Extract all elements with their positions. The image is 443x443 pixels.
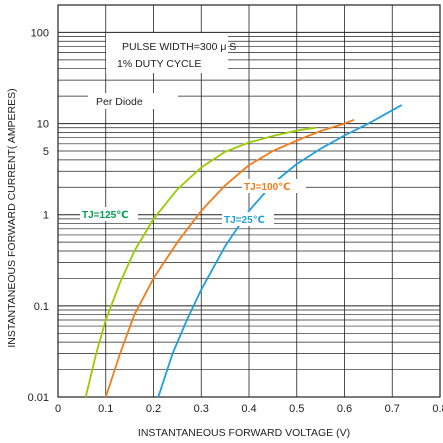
- y-tick-label: 100: [31, 27, 49, 39]
- x-tick-label: 0.2: [146, 403, 161, 415]
- x-tick-label: 0: [55, 403, 61, 415]
- y-tick-label: 1: [43, 210, 49, 222]
- y-tick-label: 10: [37, 119, 49, 131]
- y-tick-label: 0.01: [28, 392, 49, 404]
- x-tick-label: 0.5: [289, 403, 304, 415]
- series-label-tj125: TJ=125℃: [82, 210, 128, 221]
- x-axis-title: INSTANTANEOUS FORWARD VOLTAGE (V): [138, 427, 350, 439]
- label-box-tj125: [80, 207, 138, 221]
- label-box-tj100: [242, 179, 306, 193]
- series-label-tj100: TJ=100℃: [244, 182, 290, 193]
- annotation-per-diode: Per Diode: [96, 96, 143, 108]
- x-tick-label: 0.7: [385, 403, 400, 415]
- x-tick-label: 0.4: [241, 403, 256, 415]
- x-tick-label: 0.1: [98, 403, 113, 415]
- annotation-box-per-diode: [88, 93, 178, 109]
- y-axis-title: INSTANTANEOUS FORWARD CURRENT( AMPERES): [6, 88, 18, 347]
- series-curve-1: [104, 118, 355, 398]
- axis-ticks: 0 0.1 0.2 0.3 0.4 0.5 0.6 0.7 0.8 0.01 0.1 1 5 10 100: [28, 27, 443, 415]
- annotation-pulse-width: PULSE WIDTH=300 μ S: [122, 41, 236, 53]
- x-tick-label: 0.8: [432, 403, 443, 415]
- y-tick-label: 5: [43, 146, 49, 158]
- series-curve-0: [84, 126, 317, 398]
- series-label-tj25: TJ=25℃: [224, 215, 265, 226]
- x-tick-label: 0.3: [194, 403, 209, 415]
- y-tick-label: 0.1: [34, 301, 49, 313]
- annotation-duty-cycle: 1% DUTY CYCLE: [117, 58, 201, 70]
- annotation-box-pulse: [106, 33, 228, 73]
- label-box-tj25: [222, 212, 274, 226]
- x-tick-label: 0.6: [337, 403, 352, 415]
